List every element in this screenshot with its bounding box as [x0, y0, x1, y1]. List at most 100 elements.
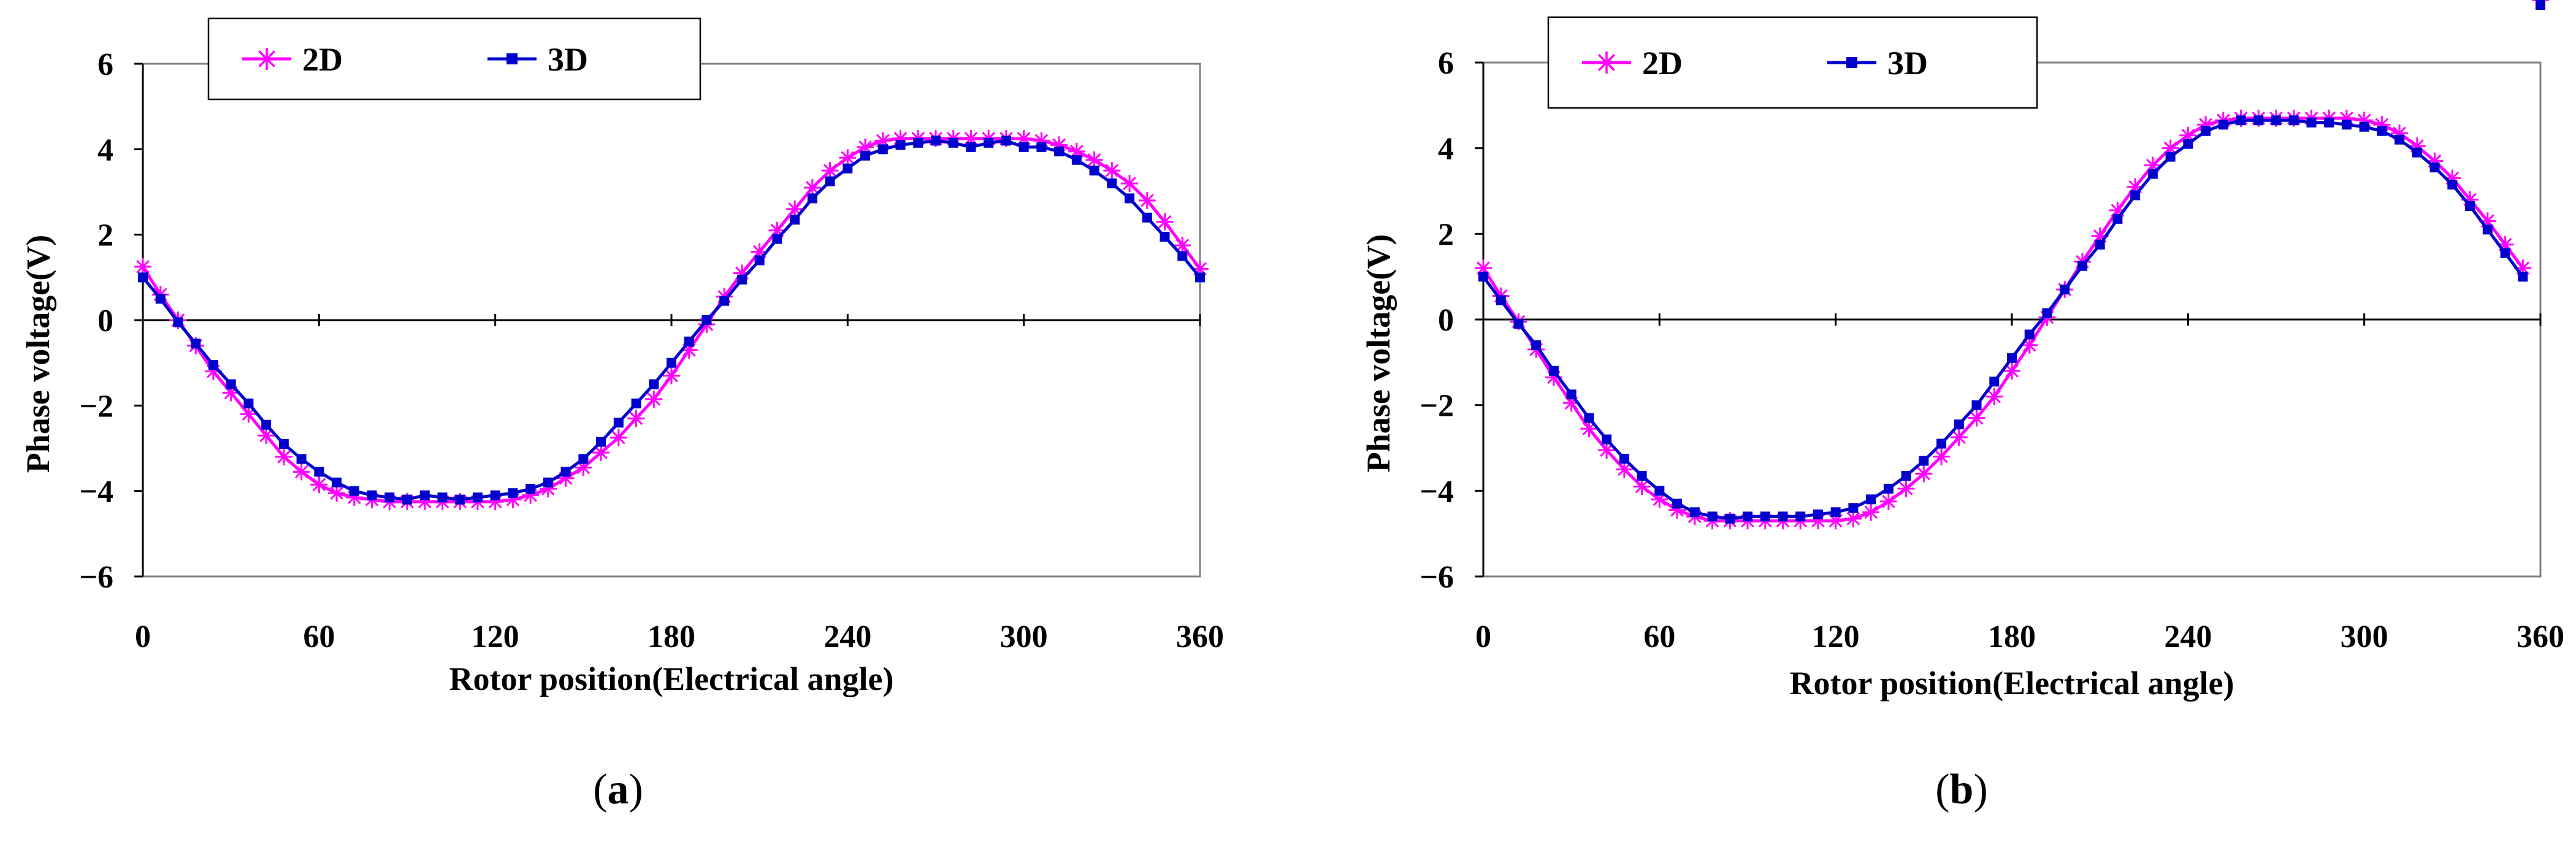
data-point-3D — [1125, 193, 1135, 204]
data-point-2D — [1633, 478, 1651, 496]
data-point-3D — [1637, 470, 1647, 481]
data-point-3D — [1743, 511, 1752, 522]
x-tick-label: 360 — [2517, 619, 2564, 654]
x-tick-label: 120 — [1812, 619, 1860, 654]
data-point-3D — [2112, 213, 2123, 224]
y-tick-label: −4 — [1420, 474, 1454, 509]
x-axis-title: Rotor position(Electrical angle) — [449, 660, 894, 697]
data-point-3D — [578, 454, 589, 464]
data-point-3D — [701, 315, 712, 325]
data-point-3D — [1107, 178, 1117, 189]
data-point-3D — [719, 296, 730, 306]
data-point-3D — [2359, 121, 2369, 132]
data-point-3D — [1866, 494, 1876, 505]
data-point-3D — [296, 454, 307, 464]
data-point-2D — [1986, 388, 2003, 405]
data-point-3D — [1001, 136, 1011, 146]
data-point-3D — [2306, 117, 2317, 128]
data-point-3D — [1602, 434, 1612, 445]
y-tick-label: −2 — [79, 389, 113, 424]
data-point-3D — [402, 494, 412, 505]
x-tick-label: 240 — [2164, 619, 2212, 654]
data-point-3D — [191, 339, 201, 349]
data-point-3D — [2500, 248, 2510, 258]
data-point-3D — [2377, 126, 2387, 136]
data-point-2D — [1085, 151, 1103, 169]
data-point-3D — [437, 492, 448, 503]
data-point-3D — [2042, 308, 2052, 318]
data-point-2D — [1879, 492, 1897, 510]
y-tick-label: 6 — [97, 47, 113, 82]
data-point-3D — [1813, 509, 1823, 519]
data-point-3D — [173, 317, 183, 327]
data-point-3D — [1478, 272, 1488, 282]
data-point-3D — [508, 488, 518, 499]
data-point-3D — [2271, 115, 2281, 126]
data-point-3D — [2341, 120, 2352, 130]
data-point-3D — [2077, 261, 2087, 271]
data-point-3D — [1160, 232, 1170, 242]
data-point-3D — [790, 215, 800, 225]
chart-panel-b: 6 4 2 0 −2 −4 −6 0 60 120 180 240 300 360 Rotor positi… — [1360, 0, 2564, 813]
panel-label: (a) — [593, 766, 643, 813]
data-point-3D — [2024, 329, 2035, 340]
y-axis-title: Phase voltage(V) — [20, 235, 56, 473]
data-point-2D — [1968, 409, 1986, 427]
data-point-3D — [349, 486, 359, 496]
data-point-3D — [2147, 169, 2158, 179]
data-point-3D — [1971, 400, 1982, 410]
data-point-3D — [419, 490, 430, 500]
x-tick-label: 240 — [824, 619, 871, 654]
data-point-2D — [1915, 465, 1933, 483]
data-point-3D — [2447, 180, 2458, 190]
data-point-3D — [1778, 511, 1788, 522]
y-tick-label: 2 — [1438, 217, 1454, 252]
data-point-2D — [1844, 510, 1862, 527]
data-point-3D — [1725, 513, 1735, 524]
data-point-2D — [610, 429, 627, 446]
legend-marker-square — [1846, 57, 1857, 68]
data-point-3D — [596, 437, 606, 447]
data-point-3D — [560, 467, 571, 477]
x-tick-label: 120 — [472, 619, 519, 654]
data-point-3D — [1177, 251, 1188, 261]
legend-label: 2D — [1642, 45, 1683, 82]
data-point-3D — [1689, 507, 1700, 518]
data-point-3D — [155, 294, 166, 304]
data-point-3D — [2394, 134, 2405, 145]
x-tick-label: 300 — [1000, 619, 1048, 654]
data-point-2D — [1156, 213, 1174, 231]
data-point-3D — [754, 255, 765, 266]
data-point-3D — [1830, 507, 1841, 518]
x-tick-label: 0 — [1475, 619, 1491, 654]
data-point-3D — [1919, 456, 1929, 466]
data-point-3D — [2324, 117, 2334, 128]
data-point-3D — [736, 274, 747, 285]
data-point-3D — [2518, 272, 2528, 282]
y-tick-label: 0 — [97, 304, 113, 339]
data-point-3D — [1584, 413, 1594, 423]
legend: 2D 3D — [1547, 16, 2038, 109]
data-point-3D — [2236, 115, 2246, 126]
y-tick-label: −4 — [79, 475, 113, 510]
data-point-3D — [2165, 151, 2176, 162]
data-point-3D — [2130, 190, 2141, 201]
series-3D — [1478, 0, 2545, 524]
data-point-3D — [2536, 0, 2545, 10]
data-point-3D — [772, 234, 782, 244]
data-point-2D — [1138, 191, 1156, 209]
data-point-2D — [1897, 480, 1915, 497]
data-point-3D — [984, 137, 994, 148]
data-point-2D — [1950, 429, 1968, 446]
data-point-3D — [1019, 142, 1029, 152]
y-tick-label: 0 — [1438, 303, 1454, 338]
data-point-3D — [2482, 224, 2493, 235]
data-point-3D — [1707, 511, 1718, 522]
y-tick-label: −2 — [1420, 389, 1454, 424]
data-point-3D — [1195, 272, 1205, 283]
panel-label: (b) — [1935, 766, 1988, 813]
data-point-3D — [966, 142, 976, 152]
data-point-3D — [2060, 285, 2070, 295]
data-point-3D — [2183, 139, 2193, 149]
